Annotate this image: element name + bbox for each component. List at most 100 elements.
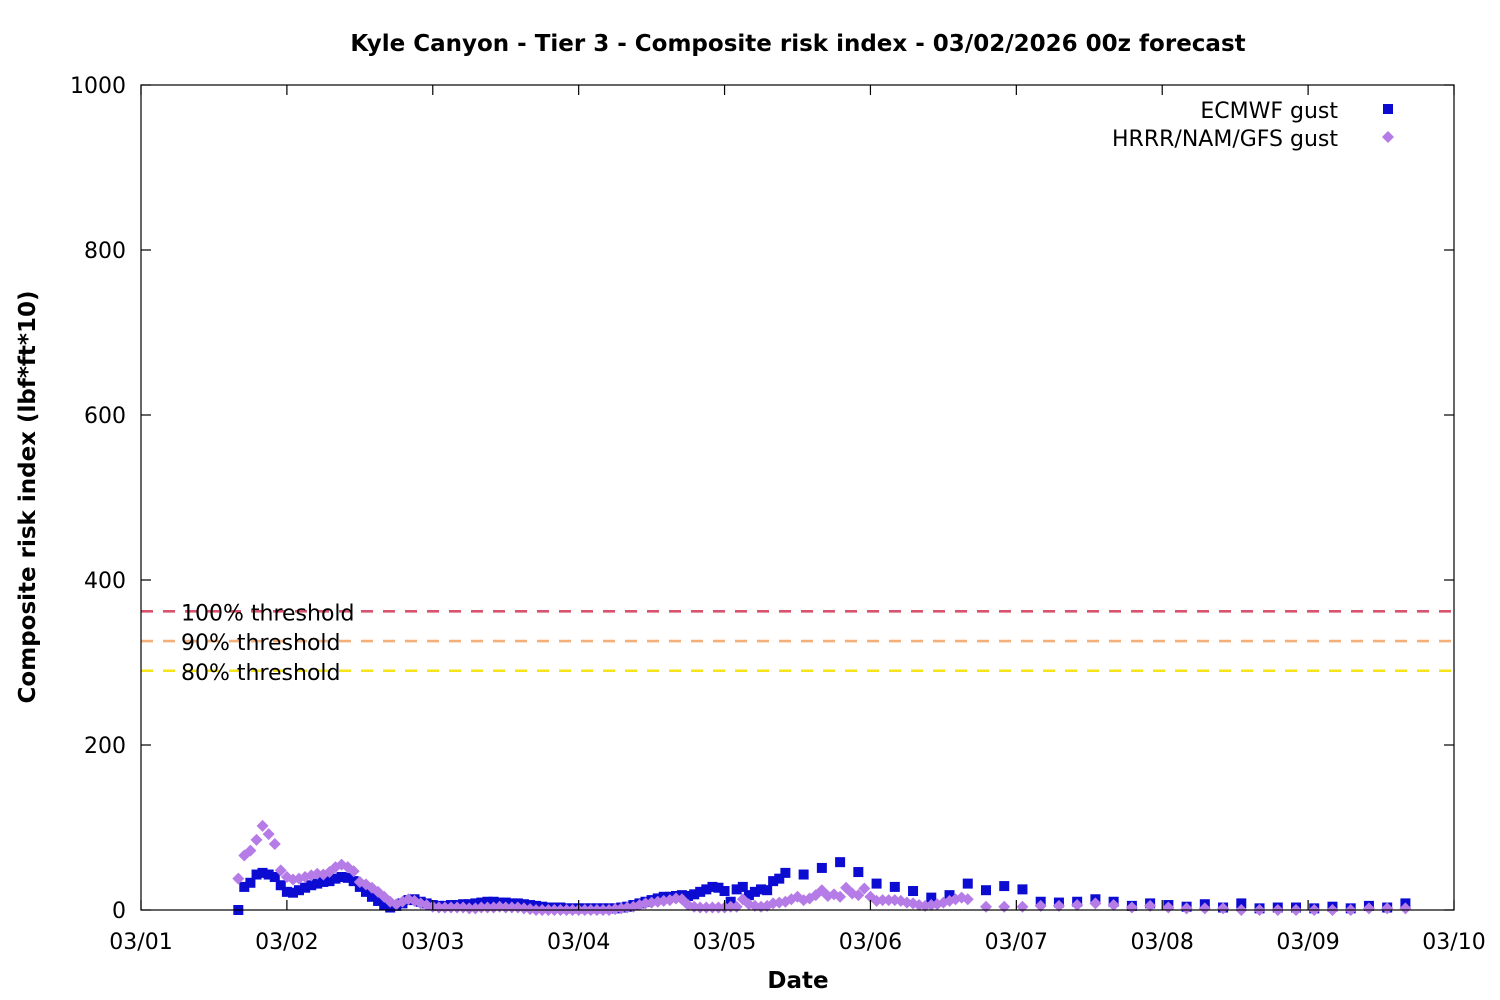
ecmwf-gust-point — [239, 881, 250, 892]
hrrr-nam-gfs-gust-point — [268, 838, 281, 850]
hrrr-nam-gfs-gust-point — [1381, 902, 1394, 915]
ecmwf-gust-point — [366, 891, 377, 902]
threshold-lines: 100% threshold 90% threshold 80% threshold — [141, 601, 1454, 686]
ecmwf-gust-point — [330, 873, 341, 884]
ecmwf-gust-point — [743, 890, 754, 901]
y-tick-label: 400 — [84, 569, 126, 594]
hrrr-nam-gfs-gust-point — [1034, 899, 1047, 912]
legend-marker-hrrr-nam-gfs-gust — [1382, 131, 1394, 143]
ecmwf-gust-point — [980, 885, 991, 896]
hrrr-nam-gfs-gust-point — [1052, 899, 1065, 912]
hrrr-nam-gfs-gust-point — [1016, 900, 1029, 913]
threshold-label: 90% threshold — [181, 631, 341, 656]
ecmwf-gust-point — [701, 884, 712, 895]
x-tick-label: 03/04 — [547, 930, 610, 955]
hrrr-nam-gfs-gust-point — [347, 865, 360, 878]
x-axis: 03/01 03/02 03/03 03/04 03/05 03/06 03/07 03/08… — [109, 85, 1486, 955]
ecmwf-gust-point — [245, 877, 256, 888]
x-tick-label: 03/08 — [1131, 930, 1194, 955]
ecmwf-gust-point — [835, 857, 846, 868]
ecmwf-gust-point — [1236, 898, 1247, 909]
ecmwf-gust-point — [683, 890, 694, 901]
hrrr-nam-gfs-gust-point — [961, 893, 974, 906]
ecmwf-gust-point — [336, 872, 347, 882]
ecmwf-gust-point — [1017, 884, 1028, 895]
hrrr-nam-gfs-gust-point — [1217, 902, 1230, 915]
ecmwf-gust-point — [281, 886, 292, 897]
hrrr-nam-gfs-gust-point — [1089, 897, 1102, 910]
ecmwf-gust-point — [889, 881, 900, 892]
hrrr-nam-gfs-gust-point — [1180, 902, 1193, 915]
ecmwf-gust-point — [251, 869, 262, 880]
ecmwf-gust-point — [707, 881, 718, 892]
ecmwf-gust-point — [379, 900, 390, 911]
ecmwf-gust-point — [780, 867, 791, 878]
ecmwf-gust-point — [756, 884, 767, 895]
ecmwf-gust-point — [774, 873, 785, 884]
ecmwf-gust-point — [768, 876, 779, 887]
hrrr-nam-gfs-gust-point — [1144, 899, 1157, 912]
hrrr-nam-gfs-gust-point — [979, 900, 992, 913]
x-tick-label: 03/02 — [255, 930, 318, 955]
ecmwf-gust-point — [798, 869, 809, 880]
hrrr-nam-gfs-gust-point — [274, 864, 287, 877]
hrrr-nam-gfs-gust-point — [244, 844, 257, 857]
ecmwf-gust-point — [269, 872, 280, 882]
hrrr-nam-gfs-gust-point — [250, 833, 263, 846]
ecmwf-gust-point — [816, 862, 827, 873]
ecmwf-gust-point — [288, 887, 299, 898]
y-axis-label: Composite risk index (lbf*ft*10) — [15, 291, 41, 704]
ecmwf-gust-point — [324, 876, 335, 887]
plot-area-border — [140, 84, 1455, 911]
hrrr-nam-gfs-gust-point — [882, 894, 895, 907]
legend-marker-ecmwf-gust — [1383, 104, 1393, 114]
ecmwf-gust-point — [695, 886, 706, 897]
ecmwf-gust-point — [926, 892, 937, 903]
y-tick-label: 200 — [84, 734, 126, 759]
y-axis: 0 200 400 600 800 1000 — [70, 74, 1454, 924]
ecmwf-gust-point — [737, 881, 748, 892]
ecmwf-gust-point — [275, 880, 286, 891]
ecmwf-gust-point — [312, 878, 323, 889]
x-tick-label: 03/07 — [985, 930, 1048, 955]
hrrr-nam-gfs-gust-point — [1362, 902, 1375, 915]
ecmwf-gust-point — [373, 895, 384, 906]
ecmwf-gust-point — [293, 885, 304, 896]
ecmwf-gust-point — [342, 872, 353, 883]
hrrr-nam-gfs-gust-point — [463, 902, 476, 915]
x-tick-label: 03/01 — [109, 930, 172, 955]
y-tick-label: 600 — [84, 404, 126, 429]
ecmwf-gust-point — [257, 867, 268, 878]
threshold-label: 100% threshold — [181, 601, 355, 626]
hrrr-nam-gfs-gust-point — [256, 819, 269, 832]
ecmwf-gust-point — [360, 886, 371, 897]
ecmwf-gust-point — [263, 869, 274, 880]
ecmwf-gust-point — [853, 867, 864, 878]
x-tick-label: 03/10 — [1422, 930, 1485, 955]
ecmwf-gust-point — [871, 878, 882, 889]
hrrr-nam-gfs-gust-point — [1071, 899, 1084, 912]
ecmwf-gust-point — [731, 884, 742, 895]
x-tick-label: 03/09 — [1276, 930, 1339, 955]
ecmwf-gust-point — [713, 882, 724, 893]
hrrr-nam-gfs-gust-point — [876, 894, 889, 907]
y-tick-label: 0 — [112, 899, 126, 924]
hrrr-nam-gfs-gust-point — [858, 882, 871, 895]
y-tick-label: 1000 — [70, 74, 126, 99]
ecmwf-gust-point — [908, 886, 919, 897]
ecmwf-gust-point — [689, 889, 700, 900]
x-tick-label: 03/03 — [401, 930, 464, 955]
ecmwf-gust-point — [762, 885, 773, 896]
x-tick-label: 03/05 — [693, 930, 756, 955]
legend-label-ecmwf-gust: ECMWF gust — [1200, 99, 1338, 124]
legend-label-hrrr-nam-gfs-gust: HRRR/NAM/GFS gust — [1112, 127, 1338, 152]
hrrr-nam-gfs-gust-point — [834, 890, 847, 903]
y-tick-label: 800 — [84, 239, 126, 264]
x-axis-label: Date — [767, 968, 828, 994]
hrrr-nam-gfs-gust-point — [1198, 902, 1211, 915]
threshold-label: 80% threshold — [181, 661, 341, 686]
legend: ECMWF gust HRRR/NAM/GFS gust — [1112, 99, 1394, 152]
ecmwf-gust-point — [318, 876, 329, 887]
ecmwf-gust-point — [306, 880, 317, 891]
